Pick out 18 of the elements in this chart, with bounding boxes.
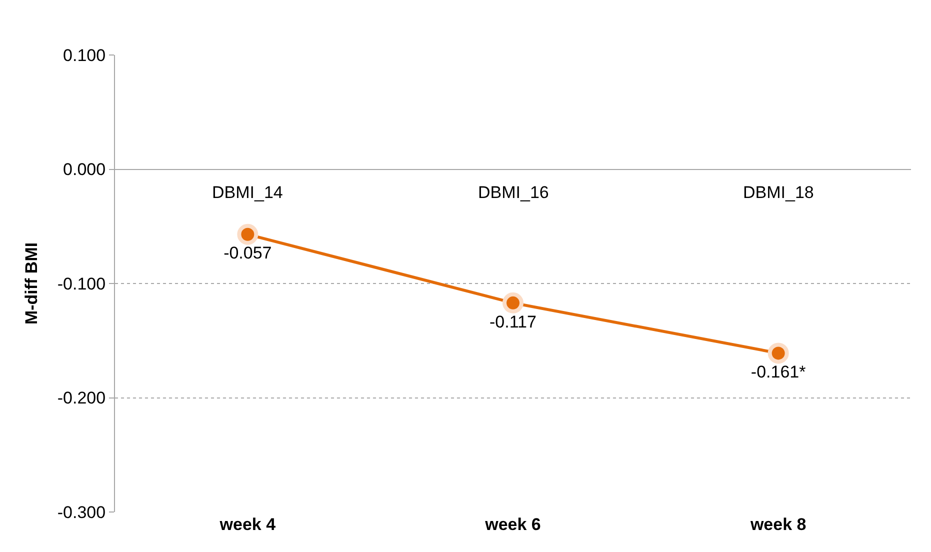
y-tick-label: 0.000 [63, 160, 106, 180]
x-tick-label: week 4 [218, 515, 276, 534]
y-tick-label: 0.100 [63, 46, 106, 65]
y-tick-label: -0.100 [57, 274, 106, 294]
x-tick-label: week 6 [484, 515, 541, 534]
point [768, 342, 789, 364]
data-label: -0.161* [750, 362, 806, 382]
annotation: DBMI_14 [212, 183, 283, 202]
point [237, 224, 258, 245]
point [502, 292, 524, 314]
y-axis-title: M-diff BMI [22, 242, 41, 325]
data-label: -0.117 [490, 312, 536, 332]
x-tick-label: week 8 [749, 515, 806, 534]
data-label: -0.057 [224, 244, 272, 263]
annotation: DBMI_18 [743, 183, 814, 202]
y-tick-label: -0.300 [57, 502, 106, 522]
y-tick-label: -0.200 [57, 388, 106, 408]
annotation: DBMI_16 [478, 183, 549, 202]
